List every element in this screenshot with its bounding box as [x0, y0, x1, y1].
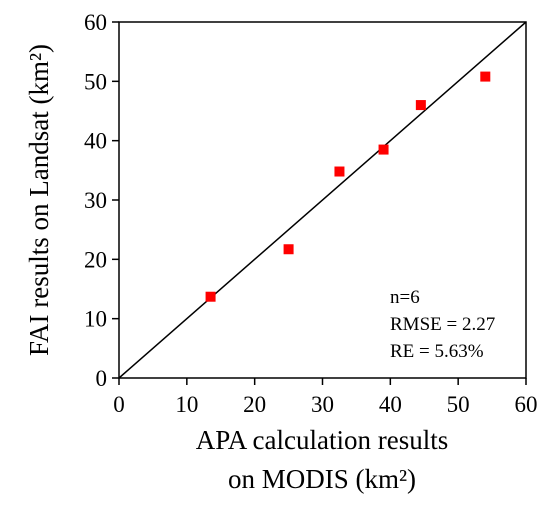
x-axis-title-line1: APA calculation results [196, 425, 448, 455]
y-axis-ticks: 0 10 20 30 40 50 60 [84, 10, 119, 391]
y-tick-label: 0 [96, 366, 108, 391]
x-tick-label: 30 [311, 392, 334, 417]
reference-line-group [118, 21, 527, 379]
x-tick-label: 0 [113, 392, 125, 417]
y-tick-label: 30 [84, 188, 107, 213]
x-tick-label: 20 [243, 392, 266, 417]
y-tick-label: 40 [84, 129, 107, 154]
one-to-one-line [118, 21, 527, 379]
annotation-re: RE = 5.63% [390, 341, 484, 362]
x-axis-ticks: 0 10 20 30 40 50 60 [113, 378, 538, 417]
data-point [334, 166, 345, 177]
y-axis-title: FAI results on Landsat (km²) [24, 44, 54, 356]
y-tick-label: 10 [84, 307, 107, 332]
x-tick-label: 50 [447, 392, 470, 417]
data-points [205, 71, 491, 302]
data-point [480, 71, 491, 82]
x-tick-label: 60 [515, 392, 538, 417]
data-point [283, 244, 294, 255]
x-tick-label: 40 [379, 392, 402, 417]
y-tick-label: 20 [84, 247, 107, 272]
annotation-n: n=6 [390, 287, 420, 308]
y-tick-label: 50 [84, 69, 107, 94]
data-point [205, 291, 216, 302]
x-tick-label: 10 [175, 392, 198, 417]
data-point [378, 144, 389, 155]
data-point [415, 100, 426, 111]
x-axis-title-line2: on MODIS (km²) [228, 464, 416, 494]
y-tick-label: 60 [84, 10, 107, 35]
annotation-rmse: RMSE = 2.27 [390, 314, 495, 335]
